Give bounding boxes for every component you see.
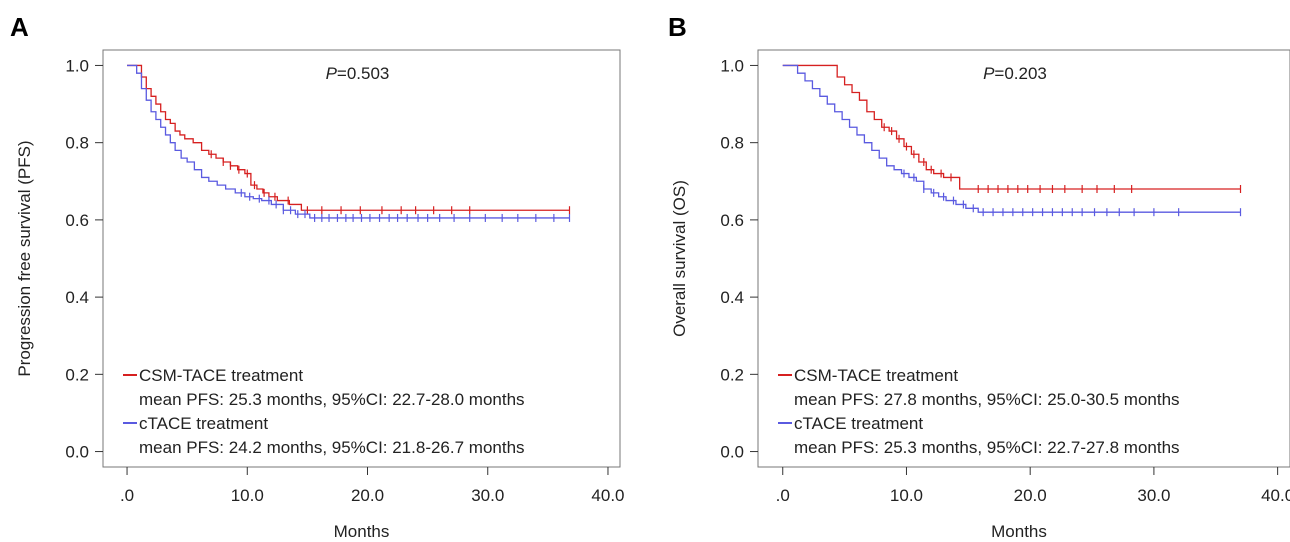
chart-panel-a: A 0.0 0.2 0.4 0.6 0.8 1.0 .0 10.0 20.0 30.0 40.0 Mon… bbox=[10, 12, 625, 541]
legend-series-detail: mean PFS: 24.2 months, 95%CI: 21.8-26.7 … bbox=[139, 438, 525, 457]
x-tick-label: 10.0 bbox=[231, 486, 264, 505]
p-value-symbol: P bbox=[983, 64, 995, 83]
survival-curve bbox=[782, 64, 1241, 213]
p-value-symbol: P bbox=[326, 64, 338, 83]
plot-frame bbox=[102, 49, 621, 468]
y-tick-label: 0.8 bbox=[65, 134, 89, 153]
series-ctace bbox=[782, 64, 1242, 217]
x-axis-title: Months bbox=[991, 522, 1047, 541]
y-tick-label: 0.6 bbox=[65, 211, 89, 230]
panel-label: B bbox=[668, 12, 687, 42]
series-ctace bbox=[127, 64, 571, 222]
y-tick-label: 0.4 bbox=[65, 288, 89, 307]
y-tick-label: 0.0 bbox=[720, 443, 744, 462]
panel-label: A bbox=[10, 12, 29, 42]
x-axis-title: Months bbox=[334, 522, 390, 541]
p-value-number: =0.503 bbox=[337, 64, 389, 83]
y-tick-label: 0.2 bbox=[720, 365, 744, 384]
survival-curve bbox=[127, 64, 570, 211]
chart-panel-b: B 0.0 0.2 0.4 0.6 0.8 1.0 .0 10.0 20.0 30.0 40.0 Mon… bbox=[668, 12, 1290, 541]
legend-series-detail: mean PFS: 25.3 months, 95%CI: 22.7-28.0 … bbox=[139, 390, 525, 409]
x-tick-label: 30.0 bbox=[1137, 486, 1170, 505]
legend-series-name: CSM-TACE treatment bbox=[139, 366, 303, 385]
y-axis-title: Overall survival (OS) bbox=[670, 180, 689, 337]
y-tick-label: 0.6 bbox=[720, 211, 744, 230]
x-tick-label: 10.0 bbox=[890, 486, 923, 505]
p-value-annotation: P=0.503 bbox=[326, 64, 390, 83]
y-tick-label: 1.0 bbox=[720, 56, 744, 75]
survival-curve bbox=[782, 64, 1241, 190]
x-tick-label: .0 bbox=[120, 486, 134, 505]
p-value-number: =0.203 bbox=[994, 64, 1046, 83]
series-csm-tace bbox=[127, 64, 571, 215]
legend-series-name: CSM-TACE treatment bbox=[794, 366, 958, 385]
x-tick-label: 40.0 bbox=[591, 486, 624, 505]
legend-series-name: cTACE treatment bbox=[794, 414, 923, 433]
x-tick-label: 40.0 bbox=[1261, 486, 1290, 505]
legend-series-detail: mean PFS: 27.8 months, 95%CI: 25.0-30.5 … bbox=[794, 390, 1180, 409]
x-tick-label: .0 bbox=[776, 486, 790, 505]
survival-curve bbox=[127, 64, 570, 219]
legend-series-detail: mean PFS: 25.3 months, 95%CI: 22.7-27.8 … bbox=[794, 438, 1180, 457]
x-tick-label: 30.0 bbox=[471, 486, 504, 505]
legend: CSM-TACE treatment mean PFS: 27.8 months,… bbox=[778, 366, 1180, 457]
x-tick-label: 20.0 bbox=[351, 486, 384, 505]
legend-series-name: cTACE treatment bbox=[139, 414, 268, 433]
p-value-annotation: P=0.203 bbox=[983, 64, 1047, 83]
y-tick-label: 0.8 bbox=[720, 134, 744, 153]
x-tick-label: 20.0 bbox=[1014, 486, 1047, 505]
y-tick-label: 1.0 bbox=[65, 56, 89, 75]
legend: CSM-TACE treatment mean PFS: 25.3 months,… bbox=[123, 366, 525, 457]
plot-frame bbox=[757, 49, 1290, 468]
y-tick-label: 0.4 bbox=[720, 288, 744, 307]
y-tick-label: 0.2 bbox=[65, 365, 89, 384]
series-csm-tace bbox=[782, 64, 1242, 193]
y-tick-label: 0.0 bbox=[65, 443, 89, 462]
y-axis-title: Progression free survival (PFS) bbox=[15, 140, 34, 376]
